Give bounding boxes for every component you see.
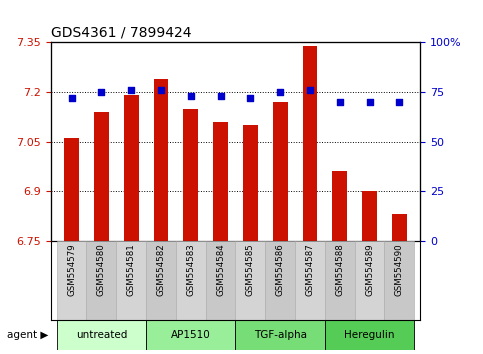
Bar <box>57 241 86 320</box>
Bar <box>273 102 287 241</box>
Point <box>157 87 165 93</box>
Text: GSM554581: GSM554581 <box>127 243 136 296</box>
Bar <box>57 320 146 350</box>
Bar <box>325 320 414 350</box>
Point <box>336 99 343 105</box>
Text: GSM554582: GSM554582 <box>156 243 166 296</box>
Text: GSM554589: GSM554589 <box>365 243 374 296</box>
Bar <box>243 125 258 241</box>
Point <box>68 95 75 101</box>
Text: GSM554588: GSM554588 <box>335 243 344 296</box>
Text: GDS4361 / 7899424: GDS4361 / 7899424 <box>51 26 191 40</box>
Text: GSM554586: GSM554586 <box>276 243 284 296</box>
Bar <box>146 320 236 350</box>
Bar <box>213 122 228 241</box>
Point <box>276 89 284 95</box>
Text: GSM554587: GSM554587 <box>305 243 314 296</box>
Bar <box>124 95 139 241</box>
Text: AP1510: AP1510 <box>171 330 211 341</box>
Text: agent ▶: agent ▶ <box>7 330 48 341</box>
Bar <box>392 214 407 241</box>
Point <box>366 99 373 105</box>
Bar <box>295 241 325 320</box>
Bar <box>86 241 116 320</box>
Text: untreated: untreated <box>76 330 127 341</box>
Bar <box>302 46 317 241</box>
Bar <box>116 241 146 320</box>
Bar <box>184 109 198 241</box>
Bar <box>325 241 355 320</box>
Bar <box>206 241 236 320</box>
Text: TGF-alpha: TGF-alpha <box>254 330 307 341</box>
Text: GSM554580: GSM554580 <box>97 243 106 296</box>
Text: GSM554590: GSM554590 <box>395 243 404 296</box>
Bar <box>384 241 414 320</box>
Text: GSM554583: GSM554583 <box>186 243 195 296</box>
Bar <box>236 241 265 320</box>
Bar <box>362 191 377 241</box>
Bar <box>176 241 206 320</box>
Text: GSM554579: GSM554579 <box>67 243 76 296</box>
Point <box>396 99 403 105</box>
Point <box>306 87 314 93</box>
Bar <box>94 112 109 241</box>
Text: Heregulin: Heregulin <box>344 330 395 341</box>
Bar <box>265 241 295 320</box>
Bar <box>154 79 169 241</box>
Bar <box>332 171 347 241</box>
Text: GSM554585: GSM554585 <box>246 243 255 296</box>
Point <box>128 87 135 93</box>
Bar <box>355 241 384 320</box>
Point <box>187 93 195 99</box>
Bar <box>236 320 325 350</box>
Point <box>217 93 225 99</box>
Point <box>98 89 105 95</box>
Bar <box>64 138 79 241</box>
Bar <box>146 241 176 320</box>
Text: GSM554584: GSM554584 <box>216 243 225 296</box>
Point <box>246 95 254 101</box>
